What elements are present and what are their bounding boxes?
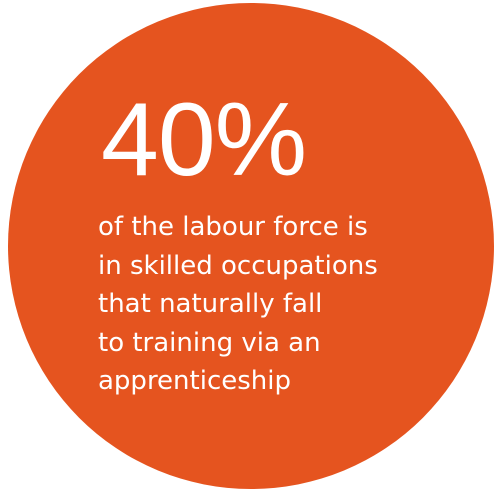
caption-line: to training via an [98, 324, 378, 363]
stat-value: 40% [101, 88, 306, 192]
caption-line: in skilled occupations [98, 247, 378, 286]
caption-line: that naturally fall [98, 285, 378, 324]
caption-line: apprenticeship [98, 362, 378, 401]
caption-line: of the labour force is [98, 208, 378, 247]
stat-caption: of the labour force is in skilled occupa… [98, 208, 378, 401]
